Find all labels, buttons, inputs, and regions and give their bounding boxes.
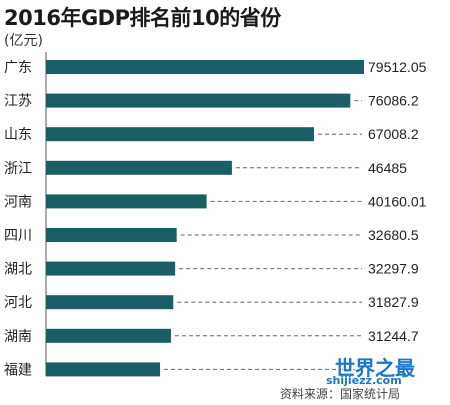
chart-title: 2016年GDP排名前10的省份 xyxy=(4,6,281,30)
value-label: 67008.2 xyxy=(368,126,419,142)
unit-label: (亿元) xyxy=(4,33,43,49)
category-label: 四川 xyxy=(4,228,32,244)
category-label: 湖北 xyxy=(4,262,32,278)
bar xyxy=(46,362,161,377)
source-note: 资料来源：国家统计局 xyxy=(280,387,401,401)
watermark-logo: 世界之最 xyxy=(335,356,415,380)
category-label: 河南 xyxy=(4,194,32,210)
value-label: 40160.01 xyxy=(368,193,427,209)
bar xyxy=(46,194,207,209)
bar xyxy=(46,160,232,175)
category-label: 浙江 xyxy=(4,161,32,177)
bar xyxy=(46,127,314,142)
category-label: 福建 xyxy=(4,362,32,378)
bar xyxy=(46,60,364,74)
watermark-url: shijiezz.com xyxy=(326,374,402,387)
category-label: 湖南 xyxy=(4,329,32,345)
value-label: 32297.9 xyxy=(368,261,419,277)
value-label: 46485 xyxy=(368,160,407,176)
value-label: 32680.5 xyxy=(368,227,419,243)
category-label: 江苏 xyxy=(4,94,32,110)
bar xyxy=(46,328,171,343)
bar xyxy=(46,228,177,242)
bar xyxy=(46,93,351,108)
category-label: 河北 xyxy=(4,295,32,311)
value-label: 79512.05 xyxy=(368,59,427,75)
value-label: 31244.7 xyxy=(368,328,419,344)
bar xyxy=(46,261,176,276)
bar xyxy=(46,295,174,310)
value-label: 76086.2 xyxy=(368,93,419,109)
category-label: 山东 xyxy=(4,127,32,143)
value-label: 31827.9 xyxy=(368,294,419,310)
category-label: 广东 xyxy=(4,60,32,76)
